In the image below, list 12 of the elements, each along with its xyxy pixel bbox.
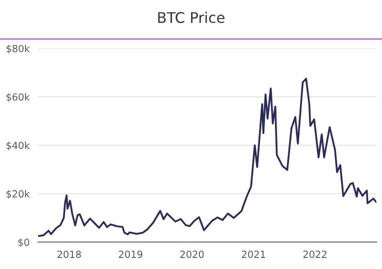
y-tick-label: $40k — [6, 142, 30, 150]
x-tick-label: 2022 — [303, 250, 326, 258]
chart-title: BTC Price — [158, 12, 224, 24]
x-tick-label: 2020 — [180, 250, 204, 258]
x-tick-label: 2019 — [118, 250, 142, 258]
line-series — [38, 78, 376, 237]
y-tick-label: $80k — [6, 44, 30, 54]
y-tick-label: $20k — [6, 190, 30, 199]
y-tick-label: $0 — [18, 238, 30, 248]
x-tick-label: 2018 — [58, 250, 81, 258]
x-tick-label: 2021 — [242, 250, 266, 258]
y-tick-label: $60k — [6, 93, 30, 102]
